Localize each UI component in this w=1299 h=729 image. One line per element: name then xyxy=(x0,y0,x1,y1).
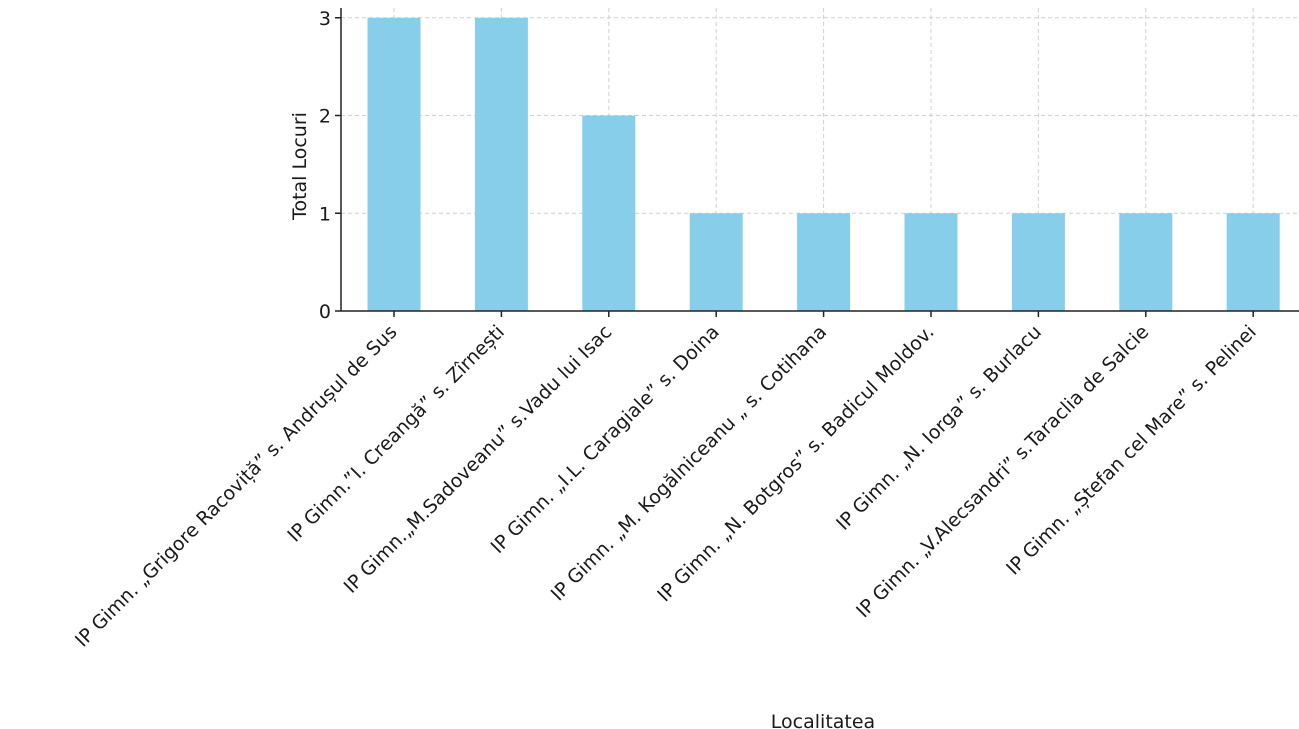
y-tick-label: 2 xyxy=(319,106,331,128)
bar xyxy=(1011,213,1065,311)
bar xyxy=(689,213,743,311)
bar xyxy=(1119,213,1173,311)
axes xyxy=(335,8,1299,317)
y-tick-label: 0 xyxy=(319,301,331,323)
y-tick-label: 3 xyxy=(319,8,331,30)
x-tick-label: IP Gimn.”I. Creangă” s. Zîrnești xyxy=(283,321,509,547)
y-tick-label: 1 xyxy=(319,203,331,225)
x-tick-labels: IP Gimn. „Grigore Racoviță” s. Andrușul … xyxy=(71,321,1261,652)
y-axis-title: Total Locuri xyxy=(289,112,311,221)
x-tick-label: IP Gimn. „N. Iorga” s. Burlacu xyxy=(832,321,1046,535)
y-tick-labels: 0 1 2 3 xyxy=(319,8,331,323)
bars xyxy=(367,17,1280,311)
x-axis-title: Localitatea xyxy=(771,711,875,729)
bar xyxy=(367,17,421,311)
x-tick-label: IP Gimn. „Ștefan cel Mare” s. Pelinei xyxy=(1002,321,1261,580)
bar xyxy=(582,115,636,311)
x-tick-label: IP Gimn. „I.L. Caragiale” s. Doina xyxy=(487,321,724,558)
bar xyxy=(474,17,528,311)
bar xyxy=(1226,213,1280,311)
bar xyxy=(904,213,958,311)
bar xyxy=(797,213,851,311)
